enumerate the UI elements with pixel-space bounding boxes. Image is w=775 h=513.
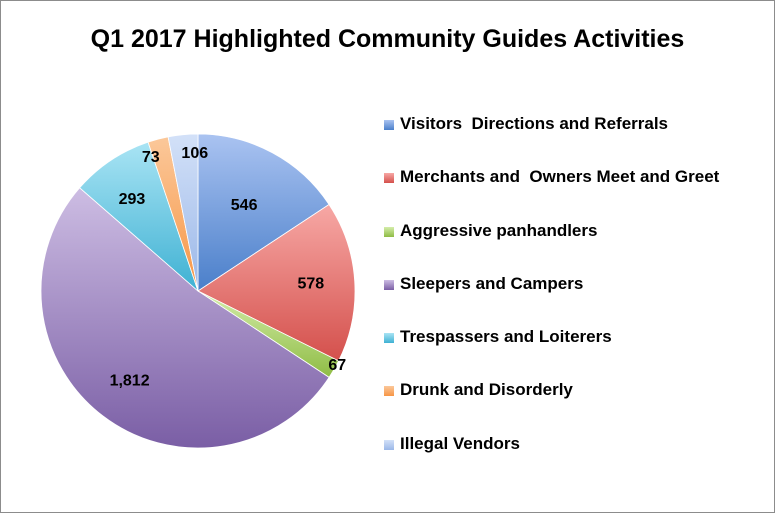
legend-swatch: [384, 120, 394, 130]
legend-item-2: Merchants and Owners Meet and Greet: [384, 167, 774, 220]
legend-label: Trespassers and Loiterers: [400, 327, 612, 347]
data-label-6: 73: [142, 149, 160, 166]
chart-title: Q1 2017 Highlighted Community Guides Act…: [90, 25, 685, 53]
pie-slice-1: [197, 133, 330, 292]
legend-swatch: [384, 386, 394, 397]
data-label-4: 1,812: [110, 372, 150, 389]
pie-data-labels: 546 578 67 1,812 293 73 106: [110, 145, 347, 390]
legend-swatch: [384, 173, 394, 184]
pie-slice-4: [40, 187, 330, 449]
legend-label: Drunk and Disorderly: [400, 380, 573, 400]
legend-item-6: Drunk and Disorderly: [384, 380, 774, 433]
legend-item-7: Illegal Vendors: [384, 434, 774, 487]
data-label-1: 546: [231, 197, 258, 214]
legend-label: Sleepers and Campers: [400, 273, 584, 293]
legend-label: Illegal Vendors: [400, 433, 520, 453]
legend-item-3: Aggressive panhandlers: [384, 221, 774, 274]
legend-item-1: Visitors Directions and Referrals: [384, 114, 774, 167]
data-label-3: 67: [328, 357, 346, 374]
pie-slice-7: [167, 133, 199, 292]
legend-label: Aggressive panhandlers: [400, 220, 598, 240]
legend-item-4: Sleepers and Campers: [384, 274, 774, 327]
pie-slices: [40, 133, 356, 449]
legend: Visitors Directions and Referrals Merchan…: [384, 114, 774, 487]
legend-swatch: [384, 333, 394, 344]
legend-swatch: [384, 439, 394, 450]
legend-swatch: [384, 226, 394, 237]
pie-slice-2: [197, 203, 356, 362]
legend-label: Merchants and Owners Meet and Greet: [400, 167, 720, 187]
legend-item-5: Trespassers and Loiterers: [384, 327, 774, 380]
data-label-7: 106: [181, 145, 208, 162]
legend-label: Visitors Directions and Referrals: [400, 114, 669, 133]
legend-swatch: [384, 279, 394, 290]
data-label-5: 293: [119, 191, 146, 208]
data-label-2: 578: [297, 276, 324, 293]
